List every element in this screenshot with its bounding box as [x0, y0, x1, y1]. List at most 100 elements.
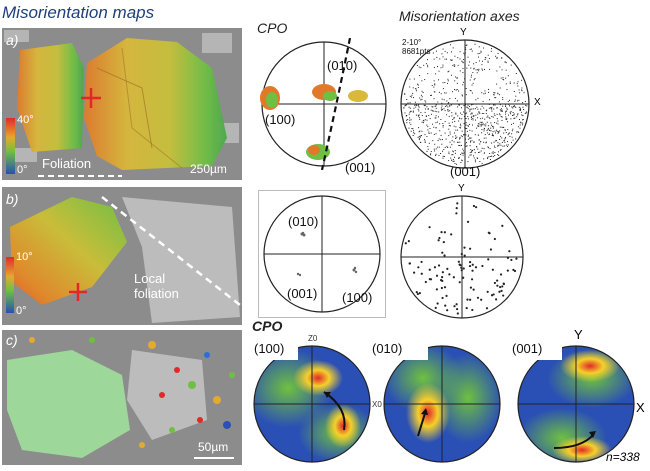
axis-dot — [512, 107, 514, 109]
axis-dot — [408, 113, 410, 115]
axis-dot — [492, 116, 494, 118]
axis-dot — [448, 122, 450, 124]
axis-dot — [518, 89, 520, 91]
axis-dot — [463, 134, 465, 136]
axis-dot — [416, 104, 418, 106]
axis-dot — [413, 97, 415, 99]
axis-dot — [489, 99, 491, 101]
axis-dot — [522, 115, 524, 117]
axis-dot — [437, 66, 439, 68]
axis-dot — [456, 312, 459, 315]
axis-dot — [483, 137, 485, 139]
axis-dot — [422, 122, 424, 124]
axis-dot — [449, 44, 451, 46]
axis-dot — [440, 139, 442, 141]
axis-dot — [487, 157, 489, 159]
axis-dot — [523, 92, 525, 94]
axis-dot — [465, 113, 467, 115]
axis-dot — [469, 140, 471, 142]
axis-dot — [497, 151, 499, 153]
axis-dot — [492, 126, 494, 128]
axis-dot — [487, 132, 489, 134]
cpo-density-010 — [378, 338, 501, 463]
axis-dot — [435, 115, 437, 117]
axis-dot — [469, 298, 472, 301]
axis-dot — [457, 115, 459, 117]
axis-dot — [413, 130, 415, 132]
misorientation-map-a: a) 40° 0° Foliation 250µm — [2, 28, 242, 180]
axis-dot — [460, 135, 462, 137]
axis-dot — [453, 125, 455, 127]
axis-dot — [405, 104, 407, 106]
axis-dot — [429, 128, 431, 130]
axis-dot — [421, 96, 423, 98]
axis-dot — [489, 248, 493, 251]
axis-dot — [477, 123, 479, 125]
axis-dot — [459, 70, 461, 72]
axis-dot — [471, 269, 474, 272]
axis-dot — [474, 206, 478, 209]
axis-dot — [470, 90, 472, 92]
panel-letter-b: b) — [6, 191, 19, 207]
axis-dot — [510, 118, 512, 120]
axis-dot — [464, 122, 466, 124]
cpo-c-label-100: (100) — [254, 341, 285, 356]
axis-dot — [426, 150, 428, 152]
axis-dot — [434, 83, 436, 85]
axis-dot — [482, 123, 484, 125]
axis-dot — [478, 70, 480, 72]
axis-dot — [481, 163, 483, 165]
axis-dot — [467, 116, 469, 118]
axis-dot — [496, 83, 498, 85]
axis-dot — [456, 77, 458, 79]
axis-dot — [494, 145, 496, 147]
axes-a-y: Y — [460, 27, 467, 38]
axis-dot — [477, 125, 479, 127]
axis-dot — [473, 149, 475, 151]
axis-dot — [493, 93, 495, 95]
axis-dot — [468, 156, 470, 158]
axis-dot — [440, 231, 443, 234]
axis-dot — [441, 251, 444, 254]
axis-dot — [502, 145, 504, 147]
axis-dot — [455, 113, 457, 115]
axis-dot — [411, 94, 413, 96]
axis-dot — [510, 258, 513, 262]
axis-dot — [455, 76, 457, 78]
axis-dot — [510, 111, 512, 113]
axis-dot — [437, 239, 440, 242]
axis-dot — [487, 61, 489, 63]
axis-dot — [519, 107, 521, 109]
axis-dot — [477, 53, 479, 55]
axis-dot — [418, 106, 420, 108]
axis-dot — [460, 112, 462, 114]
axis-dot — [476, 72, 478, 74]
axis-dot — [422, 119, 424, 121]
axis-dot — [520, 109, 522, 111]
axis-dot — [447, 109, 449, 111]
axis-dot — [414, 133, 416, 135]
axis-dot — [473, 141, 475, 143]
axis-dot — [438, 138, 440, 140]
axis-dot — [410, 110, 412, 112]
axis-dot — [503, 79, 505, 81]
axis-dot — [492, 135, 494, 137]
axis-dot — [501, 224, 504, 227]
axis-dot — [493, 108, 495, 110]
axis-dot — [518, 106, 520, 108]
axis-dot — [457, 141, 459, 143]
axis-dot — [474, 159, 476, 161]
axis-dot — [426, 119, 428, 121]
axis-dot — [452, 154, 454, 156]
axis-dot — [462, 68, 464, 70]
axis-dot — [418, 115, 420, 117]
axis-dot — [450, 59, 452, 61]
scalebar-label-c: 50µm — [198, 440, 229, 454]
axis-dot — [442, 64, 444, 66]
axis-dot — [492, 131, 494, 133]
axis-dot — [445, 92, 447, 94]
axis-dot — [480, 108, 482, 110]
axis-dot — [418, 104, 420, 106]
axis-dot — [481, 112, 483, 114]
axis-dot — [507, 75, 509, 77]
